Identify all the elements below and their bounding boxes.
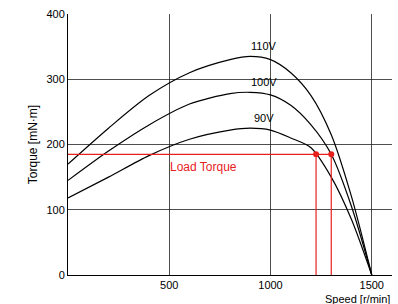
svg-text:200: 200 — [46, 138, 64, 150]
svg-text:90V: 90V — [254, 112, 274, 124]
svg-text:Load Torque: Load Torque — [170, 160, 237, 174]
svg-text:1500: 1500 — [360, 279, 384, 291]
svg-text:Speed [r/min]: Speed [r/min] — [325, 293, 390, 304]
svg-text:100: 100 — [46, 204, 64, 216]
svg-text:500: 500 — [160, 279, 178, 291]
svg-text:110V: 110V — [251, 40, 277, 52]
svg-text:300: 300 — [46, 73, 64, 85]
svg-text:400: 400 — [46, 8, 64, 20]
svg-text:100V: 100V — [251, 76, 277, 88]
svg-text:0: 0 — [59, 269, 65, 281]
svg-text:Torque [mN·m]: Torque [mN·m] — [26, 105, 40, 184]
svg-text:1000: 1000 — [258, 279, 282, 291]
